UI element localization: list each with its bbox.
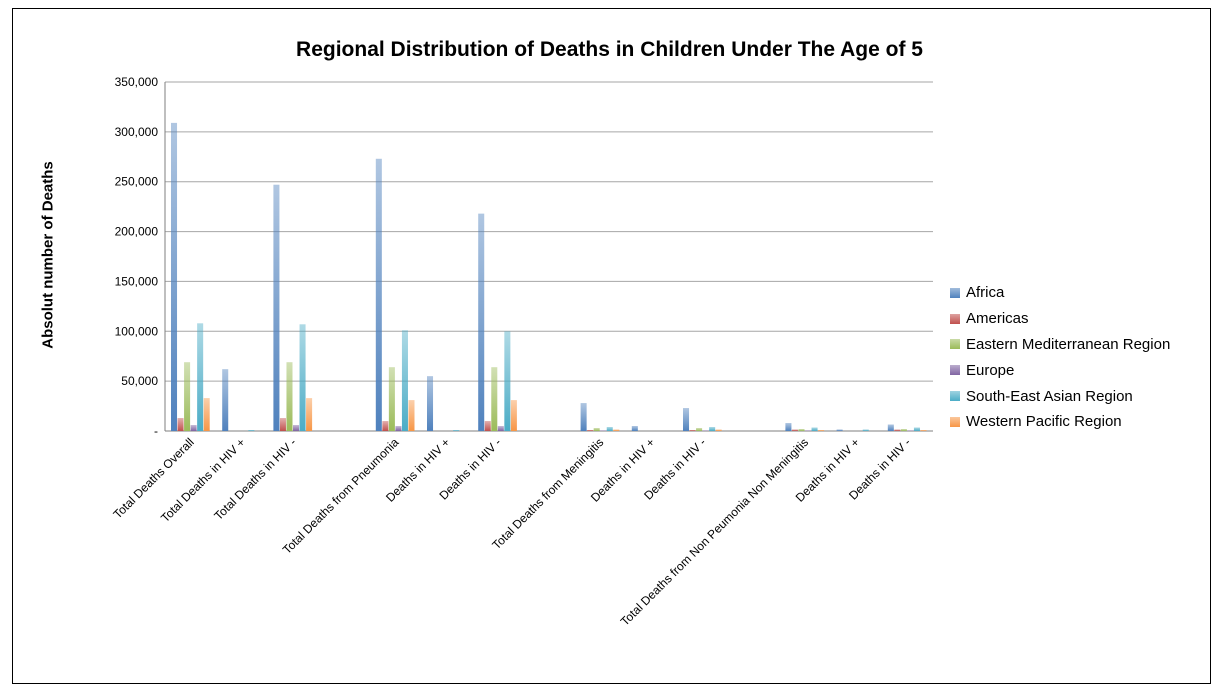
bars <box>171 122 927 431</box>
bar-south-east-asian-region <box>401 330 408 431</box>
legend-label: Americas <box>966 310 1029 328</box>
bar-south-east-asian-region <box>862 429 869 431</box>
bar-africa <box>375 158 382 431</box>
legend-item: Europe <box>950 357 1170 383</box>
legend-label: South-East Asian Region <box>966 387 1133 405</box>
bar-americas <box>484 421 491 431</box>
y-tick-labels: - 50,000 100,000 150,000 200,000 250,000 300,0… <box>115 75 159 438</box>
legend-swatch <box>950 391 960 402</box>
legend-item: Americas <box>950 306 1170 332</box>
chart-title: Regional Distribution of Deaths in Child… <box>296 38 923 61</box>
bar-americas <box>279 418 286 431</box>
bar-africa <box>836 429 843 431</box>
bar-south-east-asian-region <box>709 427 716 431</box>
bar-western-pacific-region <box>715 429 722 431</box>
bar-south-east-asian-region <box>913 427 920 431</box>
bar-africa <box>887 424 894 431</box>
bar-americas <box>587 430 594 431</box>
bar-eastern-mediterranean-region <box>798 429 805 431</box>
bar-europe <box>395 426 402 431</box>
y-tick-label: 100,000 <box>115 324 159 338</box>
bar-eastern-mediterranean-region <box>286 362 293 431</box>
legend-swatch <box>950 416 960 427</box>
x-tick-label: Total Deaths in HIV + <box>158 435 248 525</box>
y-tick-label: 200,000 <box>115 225 159 239</box>
chart-frame <box>12 8 1211 684</box>
bar-africa <box>427 376 434 431</box>
x-tick-label: Total Deaths from Non Peumonia Non Menin… <box>618 435 811 628</box>
bar-americas <box>894 429 901 431</box>
bar-south-east-asian-region <box>299 324 306 431</box>
legend-item: Eastern Mediterranean Region <box>950 332 1170 358</box>
bar-south-east-asian-region <box>453 430 460 431</box>
legend-item: South-East Asian Region <box>950 383 1170 409</box>
y-tick-label: 350,000 <box>115 75 159 89</box>
legend-label: Africa <box>966 284 1005 302</box>
bar-south-east-asian-region <box>606 427 613 431</box>
bar-americas <box>689 430 696 431</box>
bar-africa <box>683 408 690 431</box>
bar-africa <box>580 403 587 431</box>
bar-western-pacific-region <box>306 398 313 431</box>
bar-europe <box>497 426 504 431</box>
y-tick-label: - <box>154 424 158 438</box>
bar-eastern-mediterranean-region <box>900 429 907 431</box>
legend-swatch <box>950 313 960 324</box>
legend-item: Western Pacific Region <box>950 409 1170 435</box>
bar-africa <box>171 122 178 431</box>
legend: Africa Americas Eastern Mediterranean Regi… <box>950 280 1170 435</box>
gridlines <box>164 81 933 432</box>
y-tick-label: 250,000 <box>115 175 159 189</box>
bar-europe <box>190 425 197 431</box>
bar-africa <box>273 184 280 431</box>
bar-americas <box>382 421 389 431</box>
bar-eastern-mediterranean-region <box>696 428 703 431</box>
bar-eastern-mediterranean-region <box>184 362 191 431</box>
bar-south-east-asian-region <box>197 323 204 431</box>
bar-western-pacific-region <box>920 430 927 431</box>
bar-africa <box>631 426 638 431</box>
legend-label: Western Pacific Region <box>966 413 1122 431</box>
legend-label: Europe <box>966 361 1015 379</box>
bar-europe <box>293 425 300 431</box>
bar-americas <box>177 418 184 431</box>
bar-eastern-mediterranean-region <box>593 428 600 431</box>
y-tick-label: 300,000 <box>115 125 159 139</box>
bar-western-pacific-region <box>408 400 415 431</box>
bar-eastern-mediterranean-region <box>388 367 395 431</box>
bar-south-east-asian-region <box>504 331 511 431</box>
bar-africa <box>785 423 792 431</box>
bar-western-pacific-region <box>203 398 210 431</box>
legend-swatch <box>950 287 960 298</box>
bar-africa <box>222 369 229 431</box>
bar-western-pacific-region <box>818 430 825 431</box>
bar-western-pacific-region <box>613 429 620 431</box>
bar-americas <box>791 429 798 431</box>
y-tick-label: 50,000 <box>121 374 158 388</box>
bar-africa <box>478 213 485 431</box>
bar-south-east-asian-region <box>811 427 818 431</box>
legend-swatch <box>950 339 960 350</box>
bar-western-pacific-region <box>510 400 517 431</box>
legend-item: Africa <box>950 280 1170 306</box>
bar-south-east-asian-region <box>248 430 255 431</box>
y-tick-label: 150,000 <box>115 274 159 288</box>
bar-eastern-mediterranean-region <box>491 367 498 431</box>
legend-swatch <box>950 365 960 376</box>
legend-label: Eastern Mediterranean Region <box>966 335 1171 353</box>
